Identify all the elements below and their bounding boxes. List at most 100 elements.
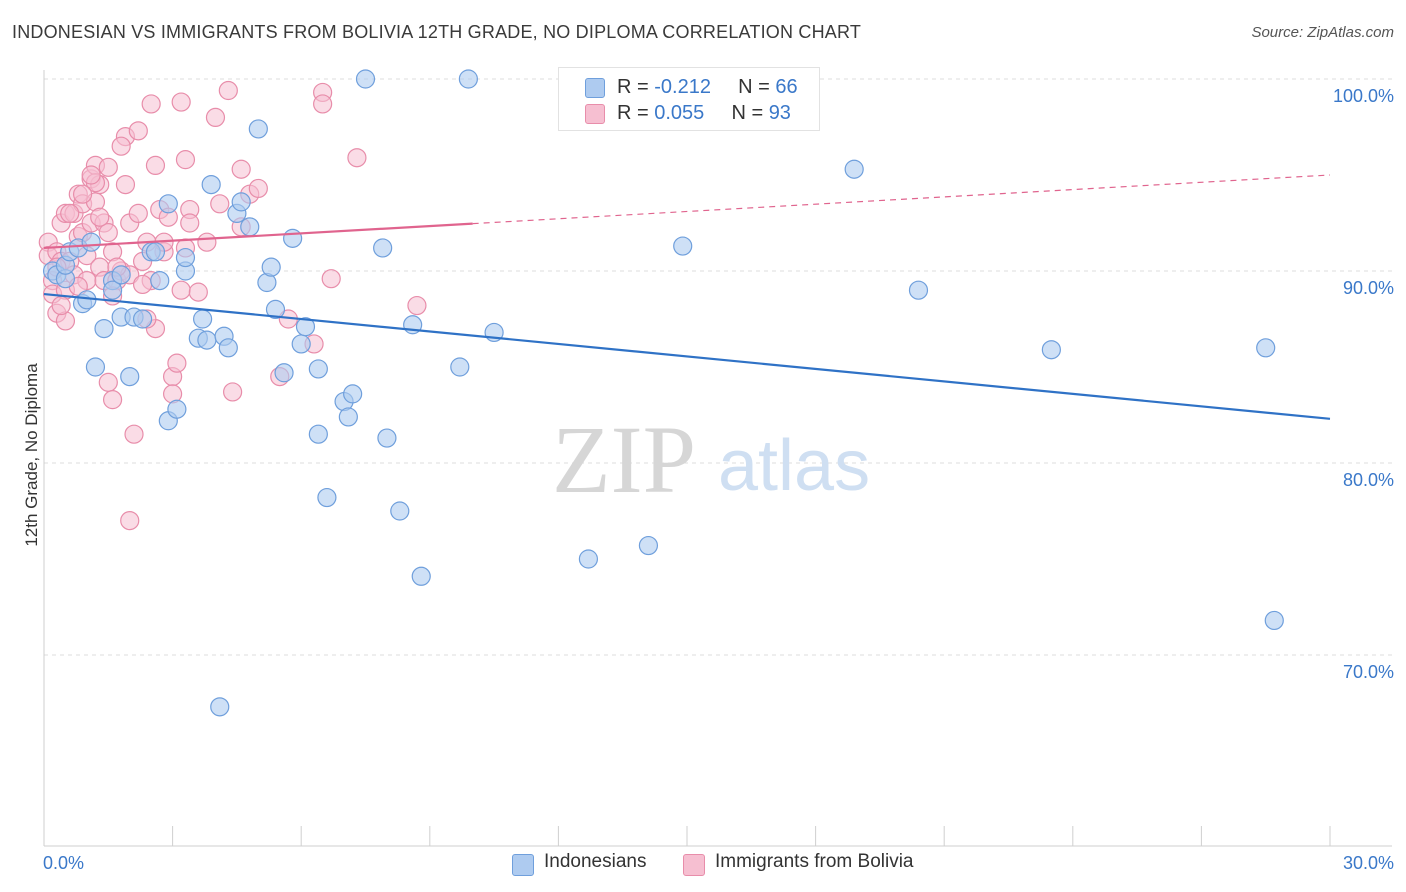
point-indonesians: [578, 549, 599, 569]
point-indonesians: [844, 159, 864, 179]
x-tick-label-min: 0.0%: [43, 853, 85, 873]
r-value: -0.212: [654, 76, 711, 98]
point-bolivia: [313, 94, 333, 114]
r-label: R =: [617, 76, 655, 98]
point-bolivia: [197, 232, 217, 252]
point-indonesians: [338, 407, 358, 427]
point-bolivia: [111, 136, 131, 156]
point-indonesians: [175, 247, 196, 268]
point-indonesians: [265, 299, 286, 319]
point-bolivia: [141, 94, 161, 114]
point-indonesians: [317, 487, 337, 508]
y-tick-label: 90.0%: [1342, 278, 1394, 298]
chart-title: INDONESIAN VS IMMIGRANTS FROM BOLIVIA 12…: [12, 22, 862, 42]
trend-lines: [43, 174, 1331, 420]
point-bolivia: [205, 107, 226, 128]
point-bolivia: [223, 382, 243, 402]
watermark-zip: ZIP: [552, 406, 696, 513]
point-indonesians: [94, 319, 114, 339]
point-indonesians: [102, 280, 123, 300]
r-label: R =: [617, 102, 655, 124]
point-bolivia: [81, 165, 101, 185]
point-indonesians: [450, 357, 470, 377]
point-bolivia: [180, 213, 200, 233]
legend-swatch-pink: [683, 854, 705, 876]
r-value: 0.055: [654, 102, 705, 124]
point-indonesians: [132, 309, 153, 329]
legend-label-bolivia: Immigrants from Bolivia: [715, 851, 914, 872]
point-bolivia: [98, 372, 118, 392]
point-indonesians: [150, 271, 170, 291]
point-indonesians: [193, 309, 213, 329]
point-indonesians: [1264, 610, 1284, 631]
point-indonesians: [377, 428, 397, 448]
point-indonesians: [673, 236, 693, 256]
point-indonesians: [167, 399, 187, 419]
point-indonesians: [210, 697, 230, 717]
n-value: 93: [768, 102, 791, 124]
point-indonesians: [201, 175, 221, 195]
source-label: Source: ZipAtlas.com: [1251, 24, 1394, 41]
n-value: 66: [775, 76, 798, 98]
y-axis-title: 12th Grade, No Diploma: [22, 363, 41, 547]
point-bolivia: [98, 157, 118, 177]
point-bolivia: [248, 178, 268, 199]
n-label: N =: [738, 76, 776, 98]
point-indonesians: [638, 535, 659, 556]
point-bolivia: [51, 295, 71, 316]
point-indonesians: [458, 69, 478, 89]
point-indonesians: [274, 363, 294, 383]
point-indonesians: [908, 280, 929, 300]
watermark-atlas: atlas: [718, 426, 870, 506]
point-bolivia: [98, 223, 118, 243]
point-indonesians: [373, 238, 393, 258]
point-indonesians: [308, 359, 328, 379]
n-label: N =: [731, 102, 769, 124]
point-bolivia: [231, 159, 251, 179]
point-bolivia: [407, 295, 427, 316]
legend-swatch-pink: [585, 104, 605, 124]
point-indonesians: [261, 257, 281, 277]
trend-line-indonesians: [43, 292, 1331, 420]
point-indonesians: [240, 217, 260, 237]
point-bolivia: [145, 155, 166, 175]
point-indonesians: [291, 334, 311, 354]
stats-legend: R = -0.212 N = 66 R = 0.055 N = 93: [558, 67, 820, 131]
point-indonesians: [308, 424, 328, 444]
y-tick-label: 80.0%: [1342, 470, 1394, 490]
point-bolivia: [218, 80, 238, 101]
point-bolivia: [171, 280, 191, 300]
point-bolivia: [90, 207, 110, 227]
series-bolivia-points: [38, 80, 427, 531]
point-bolivia: [124, 424, 144, 444]
point-bolivia: [102, 390, 123, 410]
point-bolivia: [175, 150, 196, 170]
point-indonesians: [158, 194, 178, 214]
point-indonesians: [231, 192, 251, 212]
point-indonesians: [197, 330, 217, 350]
point-bolivia: [128, 121, 148, 141]
point-bolivia: [120, 510, 140, 531]
point-indonesians: [111, 265, 131, 285]
axes: [43, 70, 1392, 847]
point-indonesians: [248, 119, 268, 139]
legend-swatch-blue: [512, 854, 534, 876]
point-indonesians: [81, 232, 101, 252]
y-tick-label: 70.0%: [1342, 662, 1394, 682]
point-indonesians: [390, 501, 410, 521]
point-indonesians: [85, 357, 106, 377]
series-indonesians-points: [42, 69, 1284, 717]
point-bolivia: [72, 184, 93, 204]
point-indonesians: [355, 69, 376, 89]
point-bolivia: [132, 274, 153, 295]
point-bolivia: [347, 148, 367, 168]
point-indonesians: [1041, 340, 1061, 360]
point-bolivia: [128, 203, 148, 223]
point-indonesians: [1256, 338, 1276, 358]
point-bolivia: [210, 194, 230, 214]
point-bolivia: [321, 269, 341, 289]
point-indonesians: [218, 338, 238, 358]
point-indonesians: [120, 367, 140, 387]
point-indonesians: [295, 317, 316, 337]
point-bolivia: [167, 353, 187, 373]
